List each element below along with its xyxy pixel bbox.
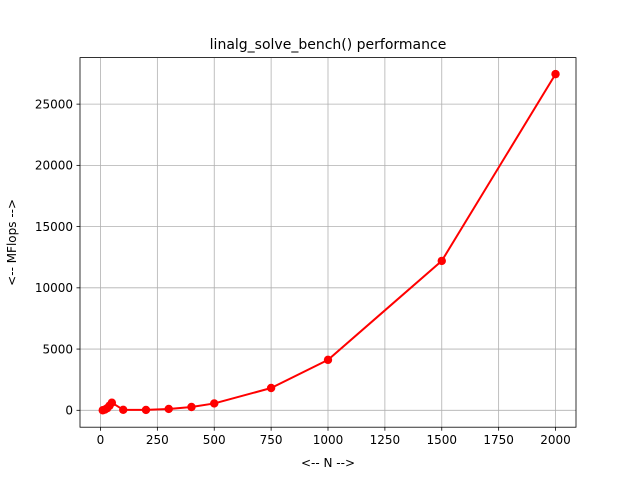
y-tick-label: 5000 xyxy=(42,342,73,356)
x-axis-ticks: 0 250 500 750 1000 1250 1500 1750 2000 xyxy=(97,427,571,447)
x-tick-label: 250 xyxy=(146,433,169,447)
x-tick-label: 500 xyxy=(203,433,226,447)
data-point xyxy=(164,404,173,414)
y-tick-label: 15000 xyxy=(35,220,73,234)
data-point xyxy=(107,398,117,407)
data-point xyxy=(323,355,333,365)
data-point xyxy=(119,405,128,415)
grid xyxy=(80,57,576,428)
y-axis-label: <-- MFlops --> xyxy=(5,199,19,286)
data-point xyxy=(266,383,276,393)
chart-title: linalg_solve_bench() performance xyxy=(210,37,447,53)
y-tick-label: 0 xyxy=(65,404,73,418)
x-tick-label: 750 xyxy=(260,433,283,447)
x-tick-label: 1250 xyxy=(370,433,401,447)
y-tick-label: 20000 xyxy=(35,159,73,173)
y-axis-ticks: 0 5000 10000 15000 20000 25000 xyxy=(35,97,80,418)
x-axis-label: <-- N --> xyxy=(301,456,355,470)
data-point xyxy=(141,405,151,415)
y-tick-label: 10000 xyxy=(35,281,73,295)
data-point xyxy=(210,399,219,408)
y-tick-label: 25000 xyxy=(35,97,73,111)
data-point xyxy=(551,69,560,79)
x-tick-label: 0 xyxy=(97,433,105,447)
data-point xyxy=(437,256,446,266)
x-tick-label: 1500 xyxy=(426,433,457,447)
series-layer xyxy=(98,69,560,415)
x-tick-label: 1750 xyxy=(483,433,514,447)
data-point xyxy=(187,402,196,412)
x-tick-label: 1000 xyxy=(313,433,344,447)
x-tick-label: 2000 xyxy=(540,433,571,447)
